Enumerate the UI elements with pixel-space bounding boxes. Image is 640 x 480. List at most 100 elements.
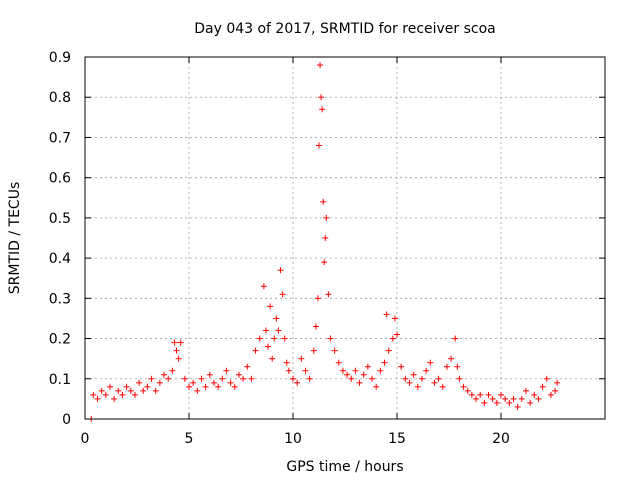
data-point — [194, 387, 201, 394]
data-point — [302, 367, 309, 374]
data-point — [493, 399, 500, 406]
data-point — [352, 367, 359, 374]
y-axis-label: SRMTID / TECUs — [7, 182, 23, 295]
data-point — [335, 359, 342, 366]
data-point — [277, 267, 284, 274]
x-tick-label: 5 — [185, 431, 194, 447]
data-point — [435, 375, 442, 382]
data-point — [165, 375, 172, 382]
data-point — [310, 347, 317, 354]
data-point — [391, 315, 398, 322]
data-point — [156, 379, 163, 386]
data-point — [510, 395, 517, 402]
y-tick-label: 0.1 — [49, 372, 71, 388]
ticks-layer: 0 0.1 0.2 0.3 0.4 0.5 0.6 0.7 0.8 0.9 0 5 10 15 20 — [49, 50, 605, 447]
data-point — [398, 363, 405, 370]
data-point — [94, 395, 101, 402]
data-point — [448, 355, 455, 362]
data-point — [320, 198, 327, 205]
data-point — [316, 142, 322, 149]
data-point — [115, 387, 122, 394]
data-point — [323, 214, 330, 221]
data-point — [298, 355, 305, 362]
data-point — [173, 347, 180, 354]
data-point — [106, 383, 113, 390]
data-point — [481, 399, 488, 406]
data-point — [281, 335, 288, 342]
data-point — [418, 375, 425, 382]
data-point — [331, 347, 338, 354]
data-point — [102, 391, 109, 398]
data-point — [190, 379, 197, 386]
data-point — [279, 291, 286, 298]
data-point — [269, 355, 276, 362]
x-tick-label: 20 — [492, 431, 510, 447]
data-point — [144, 383, 151, 390]
data-point — [127, 387, 134, 394]
data-point — [260, 283, 267, 290]
y-tick-label: 0 — [62, 412, 71, 428]
data-point — [248, 375, 255, 382]
data-point — [543, 375, 550, 382]
data-point — [235, 371, 242, 378]
data-point — [186, 383, 192, 390]
data-point — [294, 379, 301, 386]
points-layer — [88, 62, 561, 422]
data-point — [119, 391, 126, 398]
data-point — [427, 359, 434, 366]
data-point — [406, 379, 413, 386]
data-point — [223, 367, 230, 374]
data-point — [531, 391, 538, 398]
data-point — [456, 375, 463, 382]
data-point — [262, 327, 269, 334]
data-point — [198, 375, 205, 382]
y-tick-label: 0.5 — [49, 211, 71, 227]
data-point — [98, 387, 105, 394]
y-tick-label: 0.9 — [49, 50, 71, 66]
data-point — [285, 367, 292, 374]
data-point — [477, 391, 484, 398]
data-point — [206, 371, 213, 378]
data-point — [322, 235, 329, 241]
data-point — [275, 327, 282, 334]
data-point — [131, 391, 138, 398]
data-point — [181, 375, 188, 382]
data-point — [423, 367, 430, 374]
y-tick-label: 0.7 — [49, 130, 71, 146]
data-point — [443, 363, 450, 370]
data-point — [148, 375, 155, 382]
data-point — [312, 323, 319, 330]
x-tick-label: 10 — [284, 431, 302, 447]
y-tick-label: 0.4 — [49, 251, 71, 267]
data-point — [364, 363, 371, 370]
data-point — [452, 335, 459, 342]
data-point — [171, 339, 178, 346]
data-point — [402, 375, 409, 382]
data-point — [439, 383, 446, 390]
data-point — [283, 359, 290, 366]
data-point — [373, 383, 380, 390]
data-point — [161, 371, 168, 378]
data-point — [460, 383, 467, 390]
data-point — [169, 367, 176, 374]
data-point — [539, 383, 546, 390]
data-point — [231, 383, 238, 390]
data-point — [210, 379, 217, 386]
y-tick-label: 0.6 — [49, 171, 71, 187]
data-point — [518, 395, 525, 402]
data-point — [381, 359, 388, 366]
data-point — [389, 335, 396, 342]
data-point — [348, 375, 355, 382]
data-point — [383, 311, 390, 318]
data-point — [327, 335, 334, 342]
data-point — [314, 295, 321, 302]
data-point — [317, 62, 324, 69]
data-point — [410, 371, 417, 378]
data-point — [506, 399, 513, 406]
data-point — [252, 347, 259, 354]
data-point — [431, 379, 438, 386]
x-axis-label: GPS time / hours — [286, 459, 403, 475]
y-tick-label: 0.3 — [49, 291, 71, 307]
data-point — [394, 331, 400, 338]
